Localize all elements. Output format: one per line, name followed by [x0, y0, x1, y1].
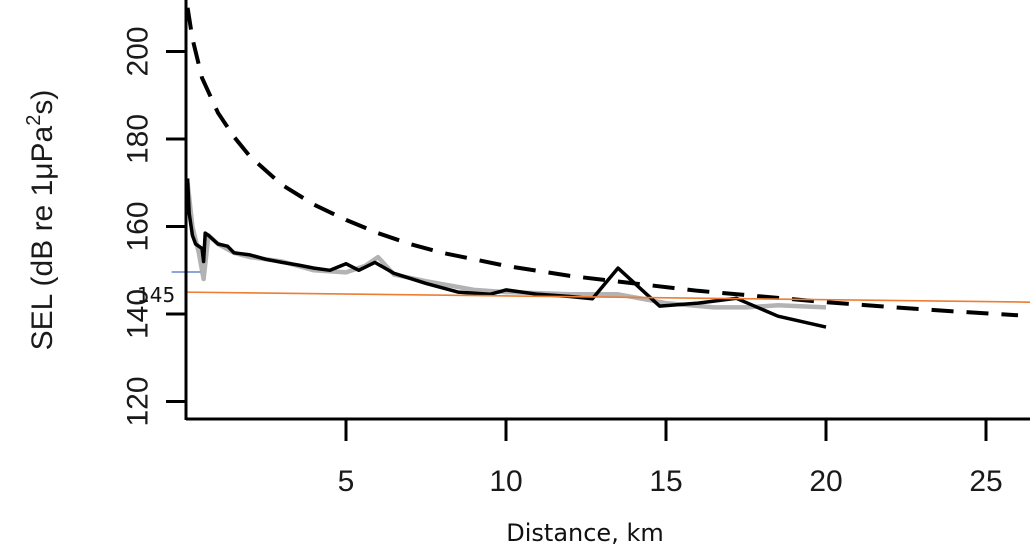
- y-axis-title: SEL (dB re 1μPa2s): [23, 90, 59, 351]
- series-layer: [171, 7, 1030, 329]
- x-ticks: 5 10 15 20 25: [338, 419, 1003, 498]
- axes: 120 140 160 180 200 5 10 15 20 25: [122, 0, 1030, 498]
- series-measured-black: [186, 178, 827, 329]
- x-tick-label: 5: [338, 465, 355, 498]
- y-tick-label: 120: [122, 376, 155, 426]
- y-ticks: 120 140 160 180 200: [122, 26, 186, 427]
- x-tick-label: 10: [489, 465, 522, 498]
- reference-value-label: 145: [137, 283, 175, 307]
- x-axis-title: Distance, km: [506, 519, 663, 547]
- y-tick-label: 160: [122, 201, 155, 251]
- x-tick-label: 15: [649, 465, 682, 498]
- y-tick-label: 200: [122, 26, 155, 76]
- x-tick-label: 20: [809, 465, 842, 498]
- x-tick-label: 25: [969, 465, 1002, 498]
- y-tick-label: 180: [122, 114, 155, 164]
- y-axis-title-text: SEL (dB re 1μPa2s): [23, 90, 59, 351]
- reference-line-threshold-145: [185, 291, 1030, 303]
- y-tick-label: 140: [122, 289, 155, 339]
